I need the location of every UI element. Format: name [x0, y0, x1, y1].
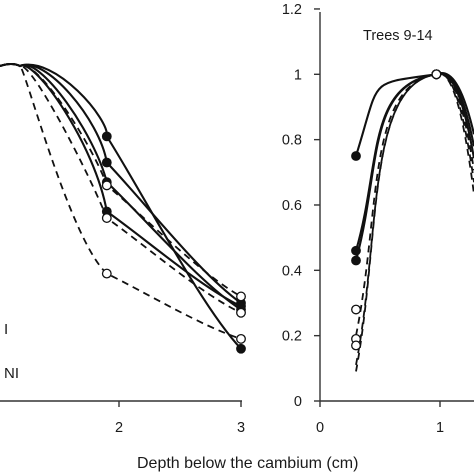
left-series-line [0, 62, 242, 304]
right-data-point [431, 69, 442, 80]
left-data-point [236, 333, 246, 344]
x-axis-label: Depth below the cambium (cm) [137, 455, 358, 472]
panel-title: Trees 9-14 [363, 28, 433, 44]
left-curves [0, 62, 242, 350]
right-y-tick-label: 0.6 [282, 198, 302, 214]
legend-label-i: I [4, 321, 8, 338]
left-series-line [0, 62, 242, 350]
left-series-line [0, 63, 242, 340]
left-series-line [0, 63, 242, 298]
right-data-point [351, 245, 361, 256]
left-x-tick-label: 2 [115, 420, 123, 436]
right-data-point [351, 340, 361, 351]
right-markers [351, 69, 442, 351]
left-data-point [236, 307, 246, 318]
left-data-point [236, 343, 246, 354]
right-series-line [355, 72, 474, 336]
right-data-point [351, 151, 361, 161]
right-y-tick-label: 0.4 [282, 263, 302, 279]
left-series-line [0, 62, 242, 311]
left-series-line [0, 63, 242, 314]
left-markers [101, 131, 246, 354]
legend-label-ni: NI [4, 365, 19, 382]
right-series-line [354, 72, 474, 157]
left-data-point [101, 157, 112, 168]
right-data-point [351, 255, 361, 266]
left-x-tick-label: 3 [237, 420, 245, 436]
right-y-tick-label: 0.8 [282, 133, 302, 149]
right-series-line [355, 72, 474, 372]
right-series-line [355, 72, 474, 366]
right-series-line [354, 72, 474, 261]
right-data-point [351, 304, 361, 315]
right-y-tick-label: 0 [294, 394, 302, 410]
right-curves [354, 72, 474, 372]
right-y-tick-label: 0.2 [282, 329, 302, 345]
right-y-ticks: 0 0.2 0.4 0.6 0.8 1 1.2 [282, 2, 320, 410]
right-x-tick-label: 1 [436, 420, 444, 436]
right-x-tick-label: 0 [316, 420, 324, 436]
left-data-point [101, 268, 112, 279]
left-data-point [101, 131, 112, 142]
right-y-tick-label: 1.2 [282, 2, 302, 18]
left-data-point [101, 180, 112, 191]
right-y-tick-label: 1 [294, 67, 302, 83]
left-data-point [101, 213, 112, 223]
left-data-point [236, 291, 246, 302]
